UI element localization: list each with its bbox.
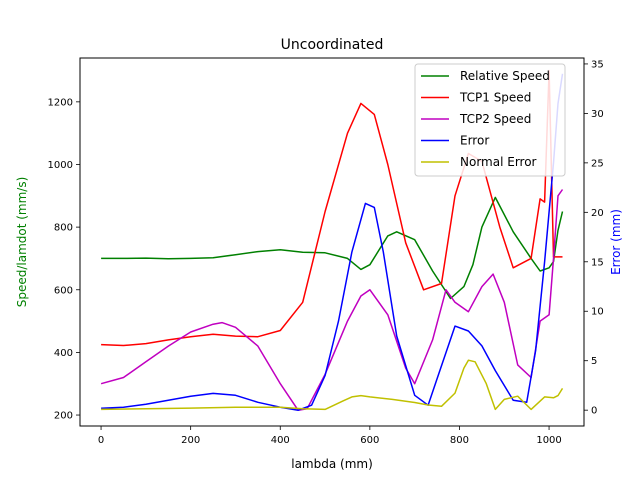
x-tick-label: 1000 (536, 435, 561, 446)
right-y-axis-label: Error (mm) (609, 209, 623, 275)
right-y-tick-label: 30 (591, 109, 604, 120)
plot-lines (100, 69, 564, 412)
right-y-tick-label: 35 (591, 59, 604, 70)
legend-label: Normal Error (460, 155, 537, 169)
legend: Relative Speed TCP1 Speed TCP2 Speed Error N… (414, 63, 566, 177)
left-y-tick-label: 800 (54, 223, 73, 234)
x-tick-label: 400 (271, 435, 290, 446)
right-y-tick-label: 0 (591, 406, 597, 417)
right-y-tick-label: 10 (591, 307, 604, 318)
series-line-tcp2-speed (100, 189, 564, 412)
left-y-axis-ticks: 200 400 600 800 1000 1200 (48, 97, 80, 422)
x-axis-label: lambda (mm) (291, 457, 373, 471)
legend-label: Relative Speed (460, 69, 550, 83)
right-y-axis-ticks: 0 5 10 15 20 25 30 35 (584, 59, 604, 417)
legend-label: Error (460, 134, 489, 148)
x-tick-label: 600 (360, 435, 379, 446)
x-axis-ticks: 0 200 400 600 800 1000 (98, 426, 562, 446)
x-tick-label: 800 (450, 435, 469, 446)
left-y-tick-label: 400 (54, 348, 73, 359)
plot-frame (79, 57, 585, 427)
series-line-relative-speed (101, 196, 564, 300)
legend-label: TCP1 Speed (459, 91, 531, 105)
x-tick-label: 200 (181, 435, 200, 446)
legend-label: TCP2 Speed (459, 112, 531, 126)
right-y-tick-label: 25 (591, 158, 604, 169)
left-y-tick-label: 1200 (48, 97, 73, 108)
left-y-tick-label: 1000 (48, 160, 73, 171)
left-y-axis-label: Speed/lamdot (mm/s) (15, 177, 29, 308)
series-line-normal-error (101, 359, 564, 411)
right-y-tick-label: 5 (591, 356, 597, 367)
right-y-tick-label: 15 (591, 257, 604, 268)
chart-title: Uncoordinated (281, 37, 384, 53)
series-line-tcp1-speed (101, 69, 563, 347)
right-y-tick-label: 20 (591, 208, 604, 219)
x-tick-label: 0 (98, 435, 104, 446)
left-y-tick-label: 200 (54, 411, 73, 422)
left-y-tick-label: 600 (54, 285, 73, 296)
legend-box (414, 63, 566, 177)
